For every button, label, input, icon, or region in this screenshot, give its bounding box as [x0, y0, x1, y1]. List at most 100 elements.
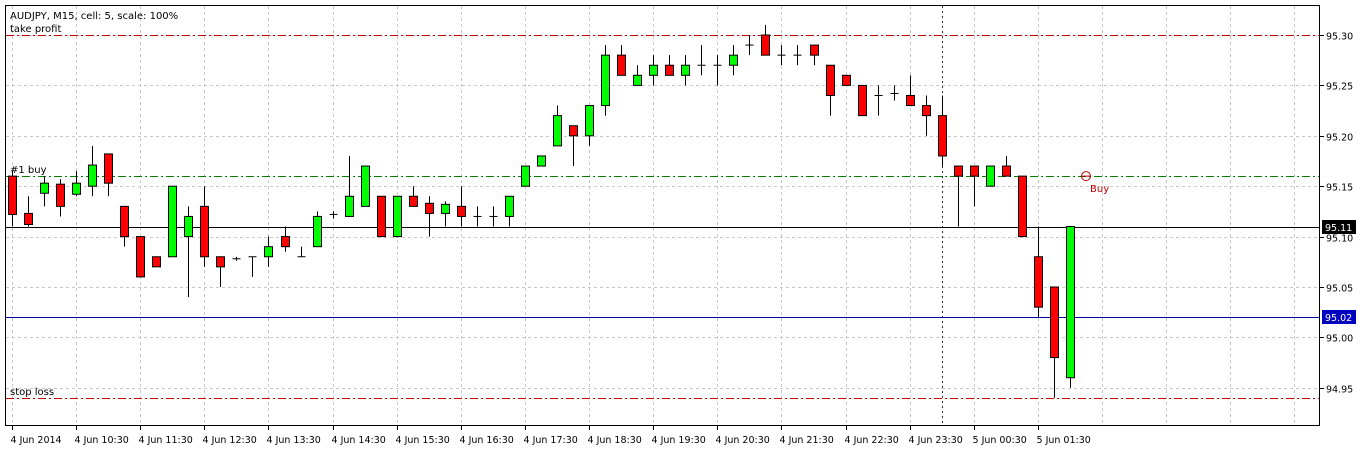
candle: [906, 75, 915, 107]
candle: [104, 153, 113, 197]
level-label: #1 buy: [10, 165, 47, 176]
candle-body: [393, 195, 402, 238]
candle-body: [1034, 256, 1043, 308]
candle-body: [569, 125, 578, 137]
time-tick-label: 5 Jun 00:30: [973, 435, 1027, 446]
candle-body: [313, 215, 322, 248]
time-tick-label: 4 Jun 21:30: [780, 435, 834, 446]
candle-body: [761, 34, 770, 56]
level-labels: take profit #1 buy stop loss Buy: [10, 24, 1109, 398]
candle-body: [1002, 165, 1011, 177]
candle-body: [168, 185, 177, 258]
candle-body: [120, 205, 129, 238]
time-tick-label: 4 Jun 14:30: [332, 435, 386, 446]
candle-body: [922, 105, 931, 117]
candle: [697, 45, 706, 76]
candle: [633, 65, 642, 86]
candle: [425, 196, 434, 237]
candle: [216, 256, 225, 287]
level-label: stop loss: [10, 387, 54, 398]
candle: [537, 155, 546, 167]
time-tick-label: 4 Jun 2014: [11, 435, 62, 446]
candle: [601, 45, 610, 116]
candle: [858, 84, 867, 117]
candle-body: [858, 84, 867, 117]
time-tick-label: 4 Jun 19:30: [652, 435, 706, 446]
candles: [8, 24, 1075, 398]
candle: [329, 211, 338, 219]
candle: [890, 85, 899, 101]
candle: [441, 201, 450, 227]
time-tick-label: 4 Jun 15:30: [396, 435, 450, 446]
candle: [313, 211, 322, 248]
candle: [569, 125, 578, 167]
candle-body: [216, 256, 225, 268]
candle-body: [729, 54, 738, 66]
candle: [1002, 155, 1011, 177]
time-tick-label: 5 Jun 01:30: [1037, 435, 1091, 446]
candle: [922, 95, 931, 136]
price-badge: [1322, 220, 1356, 234]
candle-body: [1018, 175, 1027, 238]
candle: [120, 205, 129, 247]
candle: [874, 85, 883, 116]
candle-body: [553, 115, 562, 147]
candle-body: [585, 105, 594, 137]
candle-body: [377, 195, 386, 238]
candle: [505, 195, 514, 227]
chart-title: AUDJPY, M15, cell: 5, scale: 100%: [10, 11, 178, 22]
time-tick-label: 4 Jun 17:30: [524, 435, 578, 446]
candle: [200, 186, 209, 267]
candle: [152, 256, 161, 268]
price-badge-label: 95.11: [1325, 223, 1352, 234]
candle: [345, 155, 354, 217]
candle: [361, 165, 370, 207]
candle: [377, 195, 386, 238]
candle-body: [8, 175, 17, 215]
candle-body: [152, 256, 161, 268]
candle: [56, 179, 65, 217]
candle-body: [200, 205, 209, 258]
time-tick-label: 4 Jun 13:30: [267, 435, 321, 446]
candle: [264, 236, 273, 267]
candle: [665, 55, 674, 76]
level-label: take profit: [10, 24, 61, 35]
candle: [521, 165, 530, 187]
price-badge: [1322, 310, 1356, 324]
candle: [8, 171, 17, 227]
candle: [553, 105, 562, 147]
candle: [1018, 175, 1027, 238]
time-tick-label: 4 Jun 23:30: [909, 435, 963, 446]
candle-body: [633, 74, 642, 86]
candle-body: [810, 44, 819, 56]
plot-frame: [5, 5, 1320, 426]
time-tick-label: 4 Jun 18:30: [588, 435, 642, 446]
candle-body: [617, 54, 626, 76]
candle: [1050, 286, 1059, 398]
candle: [681, 55, 690, 86]
time-tick-label: 4 Jun 16:30: [460, 435, 514, 446]
candle-body: [681, 64, 690, 76]
candle: [986, 165, 995, 187]
candle-body: [56, 183, 65, 207]
candle: [1066, 226, 1075, 388]
candle: [810, 44, 819, 66]
price-tick-label: 95.10: [1326, 234, 1353, 245]
price-tick-label: 94.95: [1326, 385, 1353, 396]
candle-body: [665, 64, 674, 76]
candle: [168, 185, 177, 258]
candle: [938, 95, 947, 167]
time-axis: 4 Jun 2014 4 Jun 10:30 4 Jun 11:30 4 Jun 12…: [11, 426, 1091, 446]
candle: [297, 246, 306, 258]
candle-body: [409, 195, 418, 207]
price-levels: [6, 35, 1320, 399]
time-tick-label: 4 Jun 11:30: [139, 435, 193, 446]
candle: [713, 55, 722, 86]
candle: [777, 45, 786, 66]
candle: [761, 24, 770, 56]
candle: [585, 105, 594, 146]
candle-body: [72, 182, 81, 195]
candle-body: [281, 236, 290, 248]
candle-body: [521, 165, 530, 187]
